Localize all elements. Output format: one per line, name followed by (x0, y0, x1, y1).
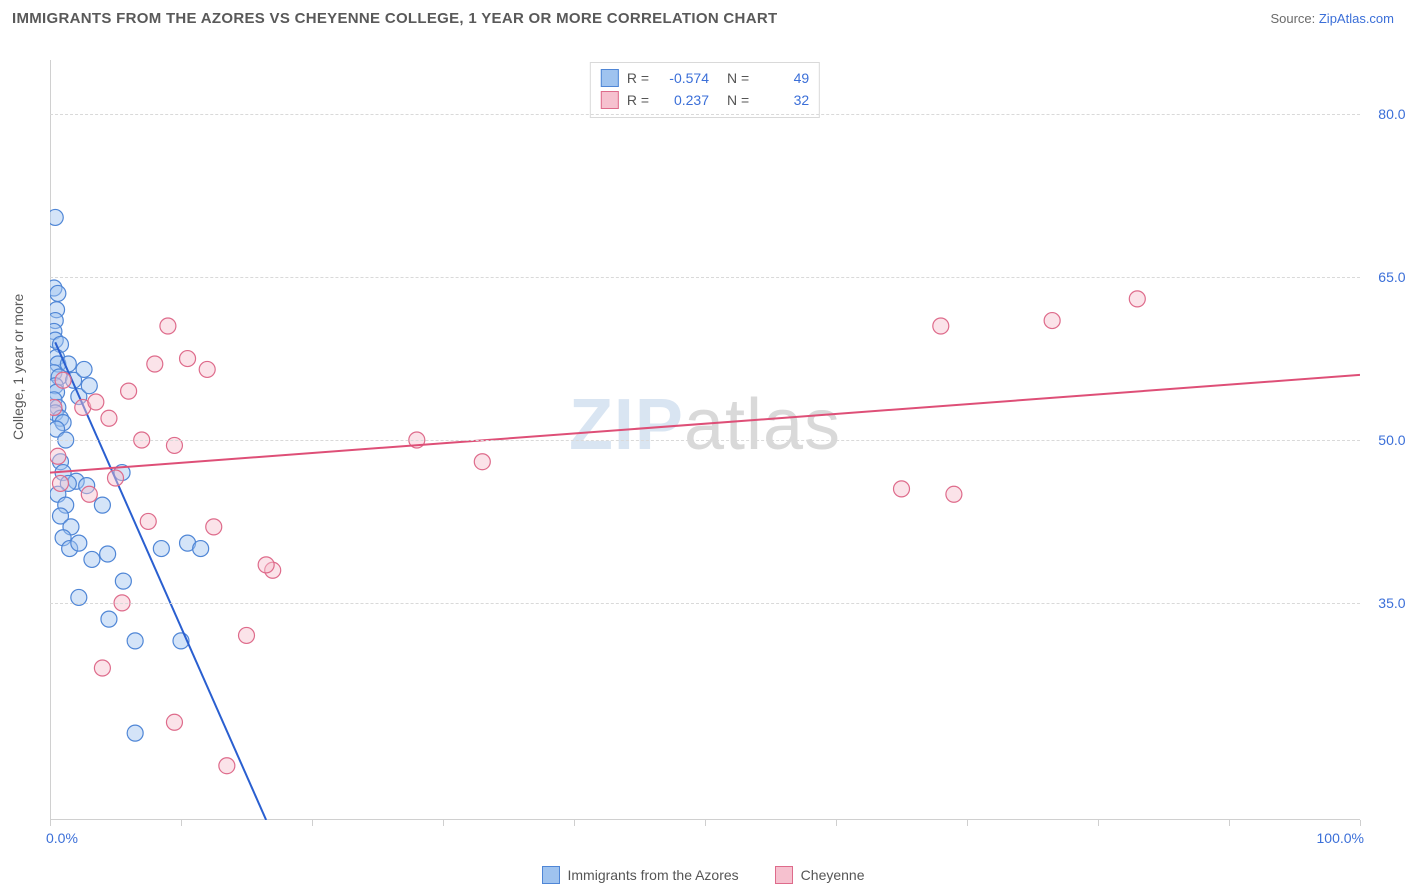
scatter-point-pink (1044, 313, 1060, 329)
legend-swatch (542, 866, 560, 884)
scatter-point-pink (199, 361, 215, 377)
scatter-point-pink (1129, 291, 1145, 307)
source-link[interactable]: ZipAtlas.com (1319, 11, 1394, 26)
legend-series-item: Cheyenne (775, 866, 865, 884)
scatter-point-pink (81, 486, 97, 502)
chart-header: IMMIGRANTS FROM THE AZORES VS CHEYENNE C… (12, 10, 1394, 27)
scatter-point-pink (52, 475, 68, 491)
legend-series: Immigrants from the Azores Cheyenne (0, 866, 1406, 884)
scatter-point-blue (81, 378, 97, 394)
scatter-point-pink (474, 454, 490, 470)
y-axis-label: College, 1 year or more (10, 294, 26, 440)
x-axis-end-label: 100.0% (1317, 830, 1364, 846)
scatter-point-pink (121, 383, 137, 399)
trend-line-pink (50, 375, 1360, 473)
scatter-point-blue (115, 573, 131, 589)
scatter-point-pink (55, 372, 71, 388)
scatter-point-blue (94, 497, 110, 513)
scatter-point-pink (88, 394, 104, 410)
x-tick (967, 820, 968, 826)
legend-series-item: Immigrants from the Azores (542, 866, 739, 884)
x-tick (705, 820, 706, 826)
y-tick-label: 50.0% (1368, 432, 1406, 448)
x-tick (181, 820, 182, 826)
scatter-point-blue (127, 633, 143, 649)
scatter-point-pink (180, 351, 196, 367)
x-tick (50, 820, 51, 826)
scatter-point-blue (127, 725, 143, 741)
y-tick-label: 65.0% (1368, 269, 1406, 285)
gridline-h (50, 603, 1360, 604)
scatter-point-pink (140, 513, 156, 529)
scatter-point-pink (894, 481, 910, 497)
chart-title: IMMIGRANTS FROM THE AZORES VS CHEYENNE C… (12, 10, 777, 27)
chart-plot-area: ZIPatlas R =-0.574N =49R =0.237N =32 0.0… (50, 60, 1360, 820)
x-tick (1360, 820, 1361, 826)
y-tick-label: 80.0% (1368, 106, 1406, 122)
chart-source: Source: ZipAtlas.com (1270, 11, 1394, 26)
gridline-h (50, 440, 1360, 441)
scatter-point-pink (50, 448, 66, 464)
scatter-point-blue (193, 541, 209, 557)
scatter-point-pink (50, 399, 62, 415)
x-tick (1229, 820, 1230, 826)
gridline-h (50, 114, 1360, 115)
scatter-point-blue (50, 209, 63, 225)
x-tick (836, 820, 837, 826)
scatter-point-pink (147, 356, 163, 372)
x-tick (312, 820, 313, 826)
scatter-point-pink (108, 470, 124, 486)
x-tick (574, 820, 575, 826)
scatter-point-blue (153, 541, 169, 557)
scatter-point-pink (239, 627, 255, 643)
scatter-point-pink (94, 660, 110, 676)
scatter-point-pink (258, 557, 274, 573)
scatter-point-blue (84, 551, 100, 567)
legend-series-label: Immigrants from the Azores (568, 867, 739, 883)
scatter-point-pink (206, 519, 222, 535)
scatter-point-blue (101, 611, 117, 627)
legend-swatch (775, 866, 793, 884)
legend-series-label: Cheyenne (801, 867, 865, 883)
scatter-point-pink (946, 486, 962, 502)
y-tick-label: 35.0% (1368, 595, 1406, 611)
source-prefix: Source: (1270, 11, 1318, 26)
scatter-point-pink (166, 714, 182, 730)
gridline-h (50, 277, 1360, 278)
scatter-point-blue (50, 285, 66, 301)
scatter-point-pink (219, 758, 235, 774)
scatter-point-blue (76, 361, 92, 377)
x-axis-start-label: 0.0% (46, 830, 78, 846)
scatter-point-blue (100, 546, 116, 562)
scatter-point-blue (71, 535, 87, 551)
x-tick (1098, 820, 1099, 826)
scatter-point-pink (933, 318, 949, 334)
x-tick (443, 820, 444, 826)
scatter-point-pink (101, 410, 117, 426)
scatter-point-pink (160, 318, 176, 334)
